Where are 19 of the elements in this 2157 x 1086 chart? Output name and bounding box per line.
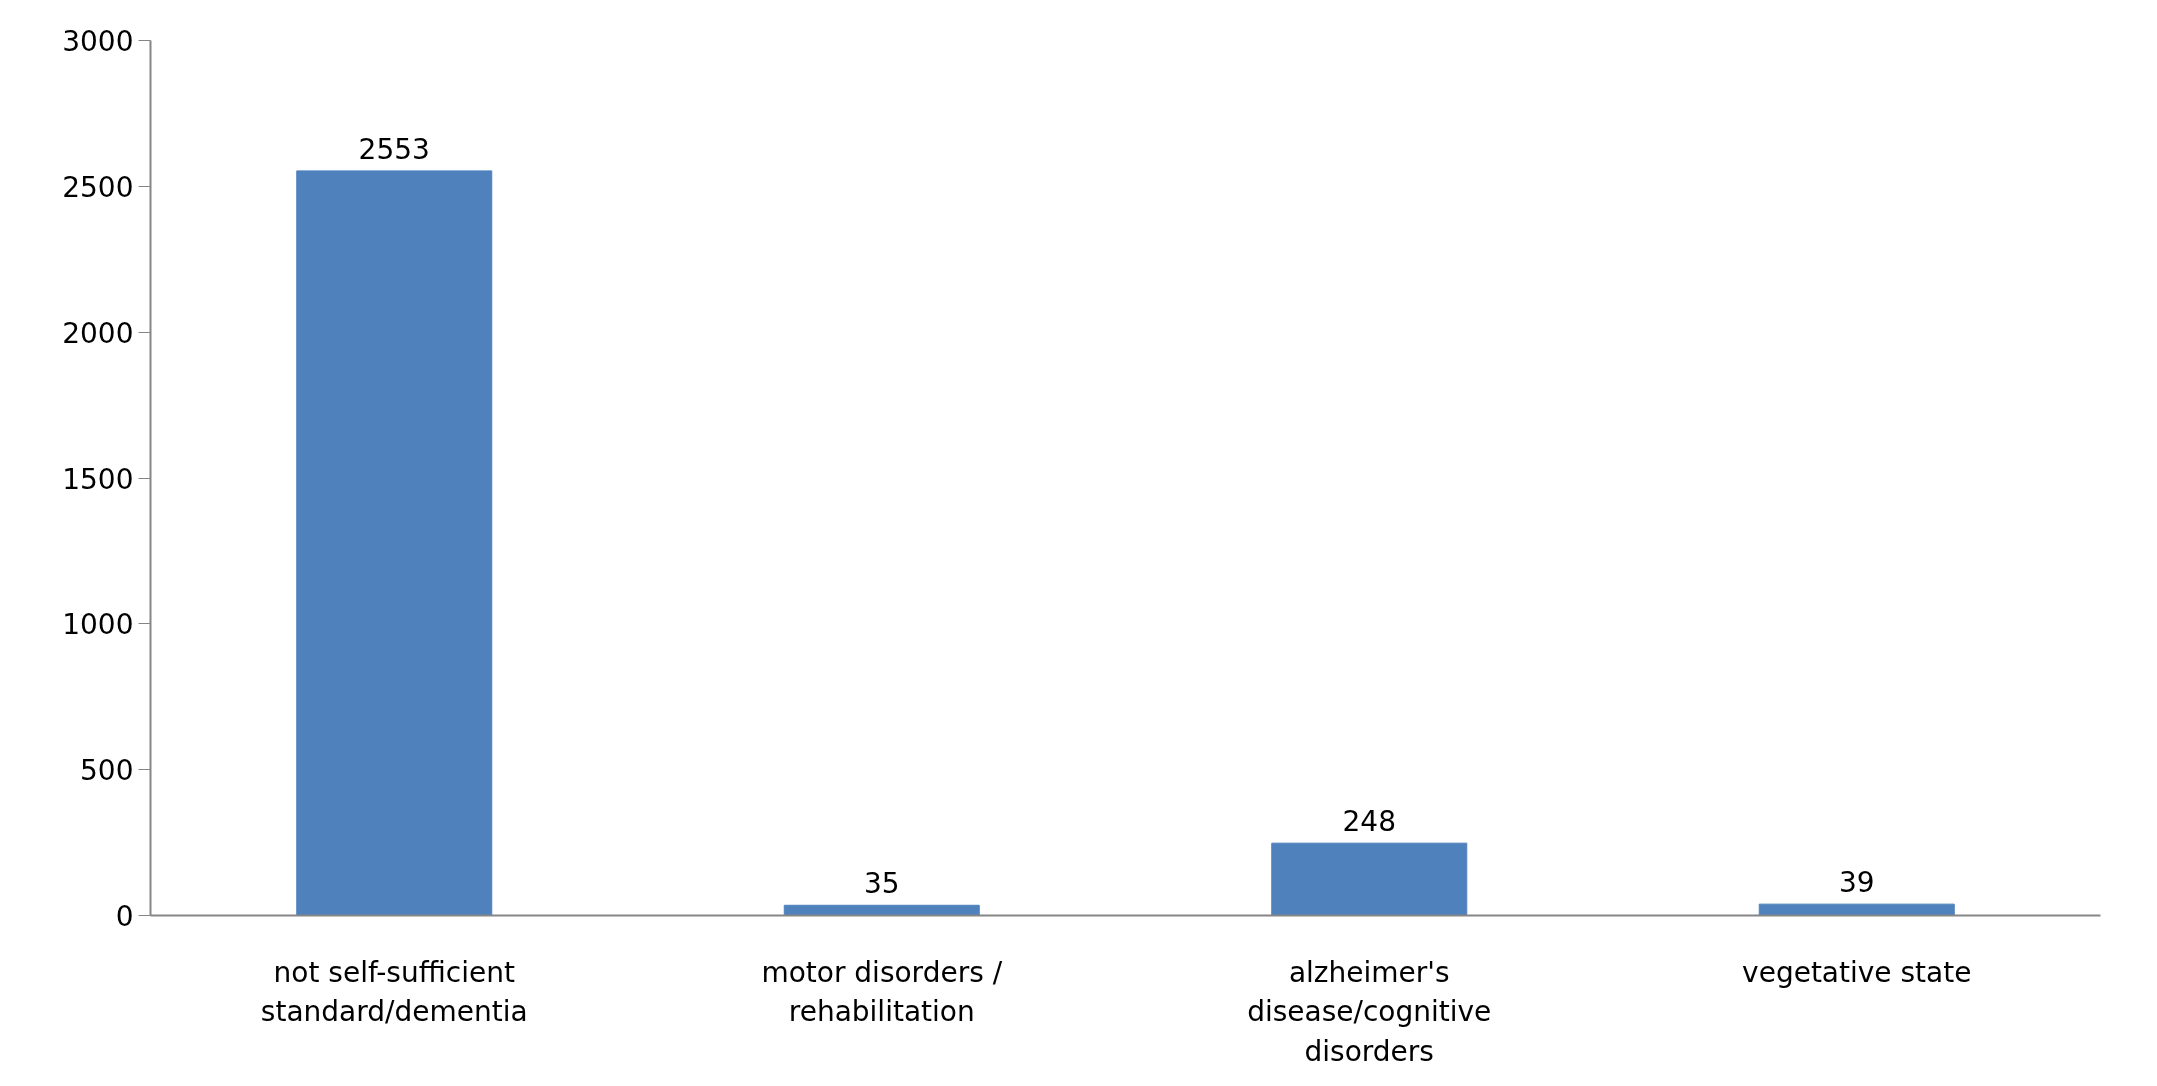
y-tick-label: 1000 xyxy=(62,608,134,642)
y-tick-label: 2500 xyxy=(62,170,134,204)
bar xyxy=(296,170,493,916)
bar xyxy=(1758,903,1955,916)
y-tick-label: 3000 xyxy=(62,25,134,58)
y-tick-label: 0 xyxy=(115,900,134,933)
y-tick-label: 2000 xyxy=(62,316,134,350)
y-tick-label: 500 xyxy=(80,754,134,788)
data-label: 39 xyxy=(1838,866,1875,900)
data-label: 248 xyxy=(1342,805,1396,839)
bar xyxy=(783,904,980,916)
x-tick-label: not self-sufficient standard/dementia xyxy=(260,955,528,1029)
data-label: 2553 xyxy=(358,132,430,166)
data-label: 35 xyxy=(863,867,900,901)
y-tick-label: 1500 xyxy=(62,462,134,496)
x-tick-label: vegetative state xyxy=(1742,955,1972,989)
bar xyxy=(1271,842,1468,916)
x-tick-label: motor disorders / rehabilitation xyxy=(761,955,1003,1029)
x-tick-label: alzheimer's disease/cognitive disorders xyxy=(1247,955,1492,1068)
